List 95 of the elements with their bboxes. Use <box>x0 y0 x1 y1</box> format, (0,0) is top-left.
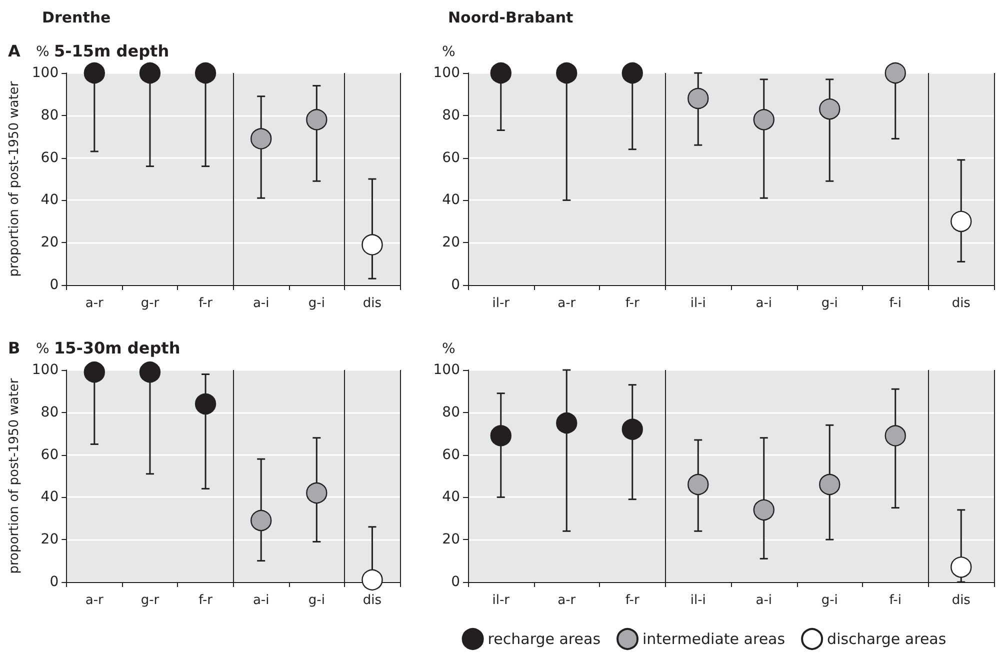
point <box>139 62 161 84</box>
point <box>490 62 512 84</box>
x-tick-label: g-i <box>308 296 325 311</box>
x-tick-label: g-r <box>140 296 160 311</box>
x-tick-label: il-i <box>690 593 706 608</box>
y-axis-title: proportion of post-1950 water <box>7 80 22 277</box>
y-tick-label: 100 <box>433 65 460 81</box>
y-tick-label: 20 <box>442 532 460 548</box>
y-tick-label: 60 <box>442 446 460 463</box>
x-tick-label: dis <box>362 296 382 311</box>
chart-subtitle: 15-30m depth <box>54 338 180 358</box>
y-tick-label: 100 <box>32 65 59 81</box>
y-tick-label: 100 <box>433 362 460 378</box>
chart-subtitle: 5-15m depth <box>54 42 170 60</box>
text: A <box>8 42 21 60</box>
y-tick-label: 80 <box>442 107 460 124</box>
point <box>688 474 709 496</box>
point <box>753 109 774 130</box>
text: % <box>442 341 456 357</box>
x-tick-label: il-r <box>492 296 510 311</box>
y-tick-label: 80 <box>40 404 59 420</box>
text: % <box>36 341 50 357</box>
point <box>306 482 328 504</box>
legend-label: intermediate areas <box>642 630 786 648</box>
point <box>250 128 272 150</box>
x-tick-label: a-i <box>756 593 772 608</box>
point <box>622 418 643 440</box>
x-tick-label: dis <box>952 296 971 311</box>
point <box>250 510 272 532</box>
x-tick-label: a-r <box>558 593 576 608</box>
point <box>306 109 328 130</box>
point <box>194 62 216 84</box>
x-tick-label: g-i <box>308 593 325 608</box>
chart-title: Noord-Brabant <box>448 8 574 26</box>
point <box>753 499 774 521</box>
point <box>950 556 972 578</box>
legend-label: discharge areas <box>827 630 946 648</box>
point <box>139 362 161 383</box>
point <box>556 412 578 434</box>
y-tick-label: 60 <box>40 150 59 166</box>
point <box>362 234 383 256</box>
x-tick-label: il-r <box>492 593 510 608</box>
x-tick-label: f-i <box>889 296 902 311</box>
point <box>819 474 840 496</box>
point <box>194 393 216 415</box>
y-tick-label: 0 <box>451 574 460 590</box>
chart-title: Drenthe <box>42 8 111 26</box>
legend-label: recharge areas <box>488 630 601 648</box>
x-tick-label: a-i <box>252 593 270 608</box>
y-axis-title: proportion of post-1950 water <box>7 378 22 574</box>
x-tick-label: f-r <box>625 296 640 311</box>
y-tick-label: 40 <box>442 489 460 506</box>
x-tick-label: dis <box>952 593 971 608</box>
x-tick-label: a-r <box>85 593 104 608</box>
y-tick-label: 0 <box>50 574 59 590</box>
point <box>688 88 709 110</box>
text: % <box>442 44 456 60</box>
point <box>556 62 578 84</box>
x-tick-label: a-i <box>756 296 772 311</box>
text: % <box>36 44 50 60</box>
y-tick-label: 100 <box>32 362 59 378</box>
x-tick-label: g-i <box>821 593 838 608</box>
y-tick-label: 60 <box>442 150 460 166</box>
y-tick-label: 80 <box>40 107 59 124</box>
y-tick-label: 40 <box>40 192 59 208</box>
y-tick-label: 0 <box>50 277 59 293</box>
x-tick-label: f-r <box>198 296 214 311</box>
point <box>622 62 643 84</box>
point <box>819 98 840 120</box>
y-tick-label: 60 <box>40 446 59 463</box>
y-tick-label: 40 <box>442 192 460 208</box>
text: B <box>8 338 20 358</box>
point <box>84 62 106 84</box>
point <box>490 425 512 446</box>
x-tick-label: f-i <box>889 593 902 608</box>
x-tick-label: il-i <box>690 296 706 311</box>
x-tick-label: g-r <box>140 593 160 608</box>
y-tick-label: 40 <box>40 489 59 506</box>
y-tick-label: 20 <box>40 234 59 251</box>
y-tick-label: 0 <box>451 277 460 293</box>
point <box>950 210 972 232</box>
x-tick-label: a-r <box>85 296 104 311</box>
x-tick-label: f-r <box>198 593 214 608</box>
x-tick-label: a-i <box>252 296 270 311</box>
y-tick-label: 80 <box>442 404 460 420</box>
point <box>884 62 906 84</box>
x-tick-label: g-i <box>821 296 838 311</box>
point <box>884 425 906 446</box>
y-tick-label: 20 <box>40 532 59 548</box>
x-tick-label: f-r <box>625 593 640 608</box>
point <box>84 362 106 383</box>
x-tick-label: a-r <box>558 296 576 311</box>
y-tick-label: 20 <box>442 234 460 251</box>
point <box>362 569 383 590</box>
x-tick-label: dis <box>362 593 382 608</box>
